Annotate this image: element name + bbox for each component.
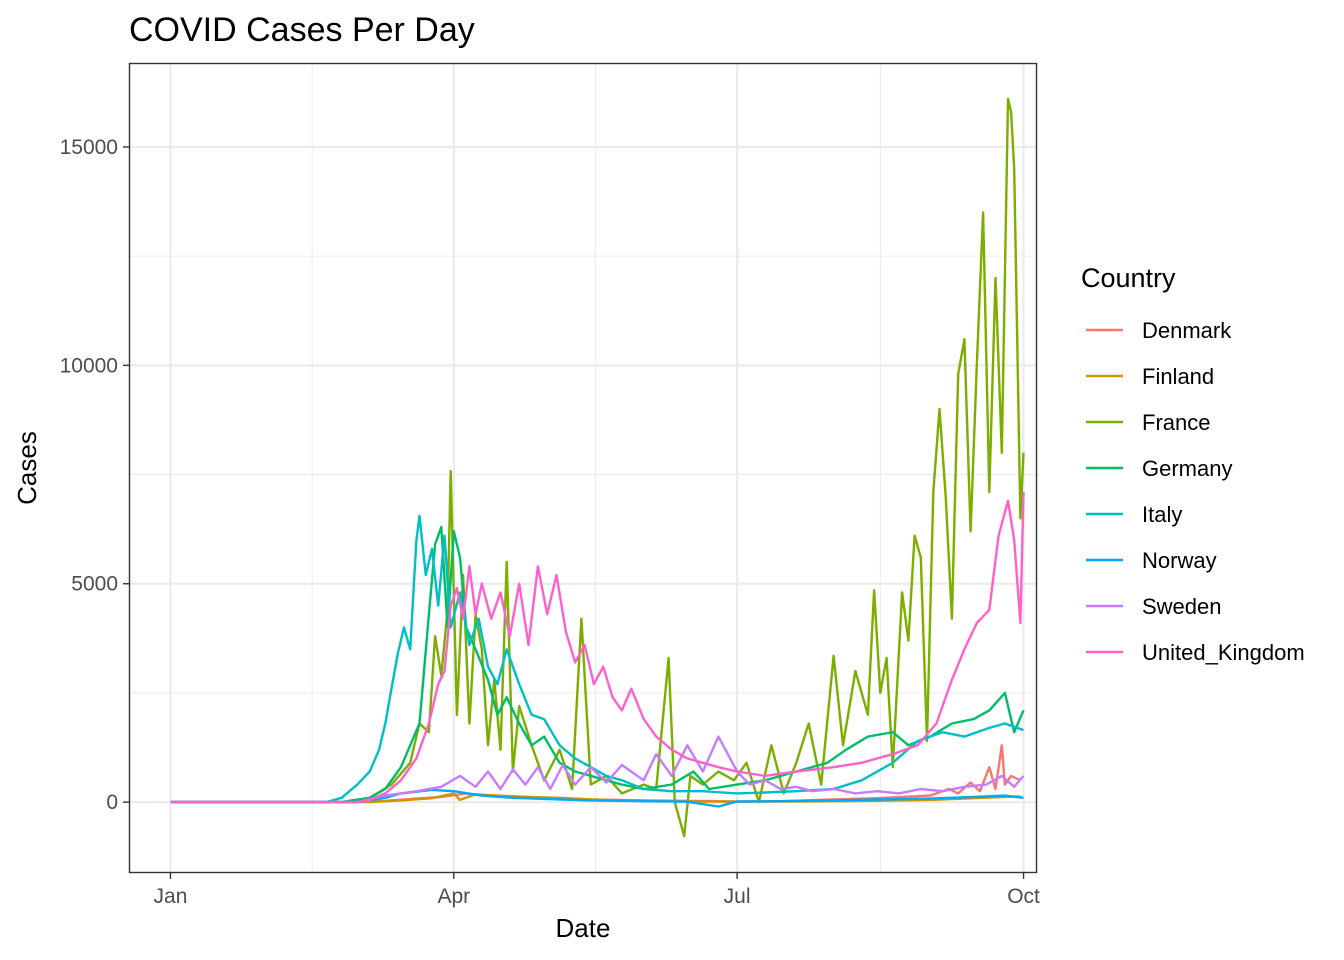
x-tick-label: Jan (154, 885, 188, 908)
chart-title: COVID Cases Per Day (129, 11, 475, 49)
legend-title: Country (1081, 263, 1176, 293)
legend: Denmark Finland France Germany Italy Norway Sw… (1086, 318, 1305, 665)
y-tick-label: 5000 (71, 573, 118, 596)
series-line-sweden (170, 735, 1025, 804)
legend-label-united_kingdom: United_Kingdom (1142, 640, 1305, 665)
legend-label-france: France (1142, 410, 1210, 435)
series-lines (170, 97, 1025, 838)
series-line-france (170, 97, 1025, 838)
series-line-united_kingdom (170, 491, 1025, 804)
plot-panel-background (129, 63, 1037, 873)
x-tick-label: Jul (724, 885, 751, 908)
plot-panel-border (128, 62, 1038, 874)
x-tick-label: Oct (1007, 885, 1040, 908)
legend-label-denmark: Denmark (1142, 318, 1232, 343)
legend-label-italy: Italy (1142, 502, 1182, 527)
legend-label-germany: Germany (1142, 456, 1232, 481)
series-line-italy (170, 514, 1024, 804)
legend-label-sweden: Sweden (1142, 594, 1222, 619)
legend-label-finland: Finland (1142, 364, 1214, 389)
legend-label-norway: Norway (1142, 548, 1217, 573)
y-tick-label: 0 (106, 791, 118, 814)
x-tick-label: Apr (437, 885, 470, 908)
axis-ticks: Jan Apr Jul Oct 0 5000 10000 15000 (60, 136, 1040, 908)
y-tick-label: 15000 (60, 136, 118, 159)
y-tick-label: 10000 (60, 354, 118, 377)
series-line-germany (170, 525, 1025, 804)
x-axis-title: Date (556, 913, 611, 943)
y-axis-title: Cases (12, 431, 42, 505)
